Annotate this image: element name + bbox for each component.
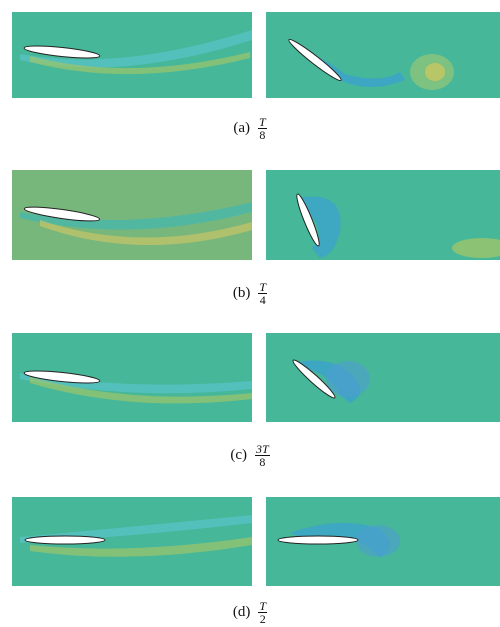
- vortex: [356, 525, 400, 557]
- caption-label: (a): [233, 120, 250, 137]
- vortex: [425, 63, 445, 81]
- row-b: [12, 170, 500, 260]
- row-d: [12, 497, 500, 586]
- airfoil: [25, 536, 105, 544]
- row-c: [12, 333, 500, 422]
- caption-label: (c): [230, 447, 247, 464]
- denominator: 8: [259, 456, 265, 468]
- row-a: [12, 12, 500, 98]
- airfoil: [278, 536, 358, 544]
- caption-label: (d): [233, 604, 251, 621]
- denominator: 2: [260, 613, 266, 625]
- panel: [266, 333, 500, 422]
- figure: [0, 0, 500, 627]
- denominator: 8: [259, 129, 265, 141]
- vortex: [326, 361, 370, 397]
- caption-label: (b): [233, 285, 251, 302]
- page: (a)T8(b)T4(c)3T8(d)T2 (() => { const dat…: [0, 0, 500, 627]
- denominator: 4: [260, 294, 266, 306]
